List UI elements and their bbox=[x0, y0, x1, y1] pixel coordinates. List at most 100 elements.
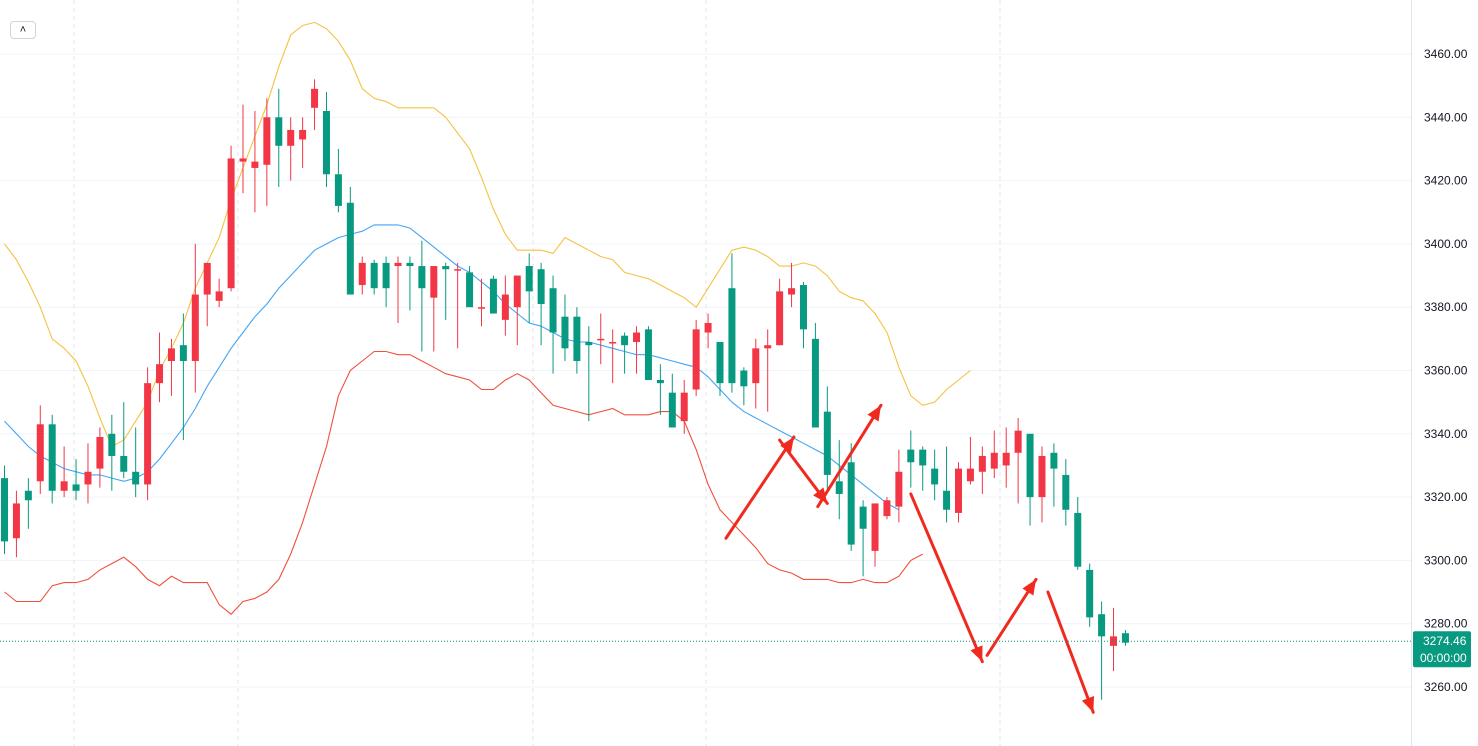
trend-arrow bbox=[778, 438, 829, 505]
candle bbox=[167, 338, 175, 396]
candle-body bbox=[1121, 633, 1129, 643]
candle-body bbox=[525, 266, 533, 292]
trend-arrow-shaft bbox=[816, 403, 883, 509]
candle-body bbox=[191, 294, 199, 362]
bb-upper-band bbox=[4, 21, 971, 448]
candle bbox=[144, 367, 152, 501]
candle bbox=[990, 430, 998, 479]
candle bbox=[311, 79, 319, 130]
candle-body bbox=[740, 370, 748, 387]
price-tick-label: 3300.00 bbox=[1424, 553, 1468, 567]
candle-body bbox=[788, 288, 796, 295]
candle-body bbox=[430, 266, 438, 298]
candle-body bbox=[692, 329, 700, 390]
candle-body bbox=[990, 452, 998, 469]
bollinger-bands bbox=[4, 21, 971, 615]
candle-body bbox=[406, 262, 414, 267]
candle-body bbox=[561, 316, 569, 349]
candle bbox=[692, 319, 700, 396]
candle bbox=[835, 440, 843, 520]
candle bbox=[609, 329, 617, 384]
candle-body bbox=[680, 392, 688, 422]
candle bbox=[442, 262, 450, 320]
chevron-up-icon: ˄ bbox=[19, 24, 27, 36]
candle bbox=[334, 148, 342, 213]
candle-body bbox=[1062, 474, 1070, 510]
candle bbox=[48, 414, 56, 504]
candle-body bbox=[370, 262, 378, 289]
candle bbox=[1, 465, 8, 555]
candle bbox=[871, 503, 879, 567]
candle-body bbox=[764, 345, 772, 349]
candle-body bbox=[275, 117, 283, 146]
candle bbox=[716, 342, 724, 396]
candle-body bbox=[1086, 569, 1094, 618]
candle bbox=[60, 446, 68, 498]
candle bbox=[1062, 459, 1070, 526]
candle-body bbox=[1002, 452, 1010, 466]
candle-body bbox=[1098, 614, 1106, 637]
candle-body bbox=[287, 129, 295, 146]
candle-body bbox=[847, 462, 855, 545]
candle bbox=[430, 266, 438, 352]
price-tick-label: 3360.00 bbox=[1424, 364, 1468, 378]
candle-body bbox=[752, 348, 760, 384]
candle-body bbox=[466, 272, 474, 308]
price-tick-label: 3380.00 bbox=[1424, 300, 1468, 314]
candle-body bbox=[203, 262, 211, 295]
candle bbox=[585, 326, 593, 422]
candle-body bbox=[955, 468, 962, 513]
candle-body bbox=[442, 266, 450, 270]
candle bbox=[1014, 417, 1022, 504]
candle bbox=[275, 88, 283, 187]
candle bbox=[478, 278, 485, 327]
candle bbox=[251, 110, 259, 213]
candle bbox=[418, 240, 426, 352]
candle-body bbox=[12, 503, 20, 539]
candle-body bbox=[621, 335, 629, 346]
price-tick-label: 3460.00 bbox=[1424, 47, 1468, 61]
price-axis[interactable]: 3460.00 3440.00 3420.00 3400.00 3380.00 3360.… bbox=[1424, 47, 1468, 694]
candle-body bbox=[478, 307, 485, 309]
candle bbox=[322, 91, 330, 187]
candle-body bbox=[251, 161, 259, 168]
candle bbox=[633, 326, 641, 374]
price-tick-label: 3340.00 bbox=[1424, 427, 1468, 441]
collapse-toggle-button[interactable]: ˄ bbox=[10, 21, 36, 39]
candle-body bbox=[823, 411, 831, 475]
candle bbox=[287, 117, 295, 181]
candle-body bbox=[1038, 455, 1046, 498]
candle bbox=[978, 446, 986, 494]
candle-body bbox=[859, 506, 867, 529]
grid bbox=[0, 0, 1411, 746]
candle bbox=[644, 326, 652, 380]
candle-body bbox=[811, 338, 819, 428]
candle bbox=[263, 98, 271, 206]
bar-countdown-label: 00:00:00 bbox=[1420, 651, 1467, 665]
candle bbox=[752, 338, 760, 409]
bb-middle-band bbox=[4, 224, 900, 511]
candle bbox=[573, 307, 581, 374]
candle bbox=[728, 253, 736, 393]
candle bbox=[1050, 443, 1058, 507]
candle-body bbox=[299, 129, 307, 140]
candle bbox=[454, 262, 462, 349]
candle-body bbox=[334, 174, 342, 206]
candle bbox=[597, 313, 605, 365]
candle-body bbox=[215, 291, 223, 301]
candle bbox=[489, 275, 497, 314]
trend-arrow-shaft bbox=[1046, 590, 1095, 714]
candle bbox=[406, 256, 414, 311]
candle-body bbox=[394, 262, 402, 267]
candle bbox=[346, 186, 354, 295]
trend-arrow bbox=[724, 435, 796, 540]
candle-body bbox=[513, 275, 521, 308]
candle-body bbox=[716, 342, 724, 384]
candle bbox=[394, 256, 402, 324]
candle-body bbox=[704, 323, 712, 333]
candle-body bbox=[1050, 452, 1058, 469]
trend-arrow-head bbox=[1081, 695, 1095, 713]
candle bbox=[823, 386, 831, 491]
candle bbox=[501, 275, 509, 336]
